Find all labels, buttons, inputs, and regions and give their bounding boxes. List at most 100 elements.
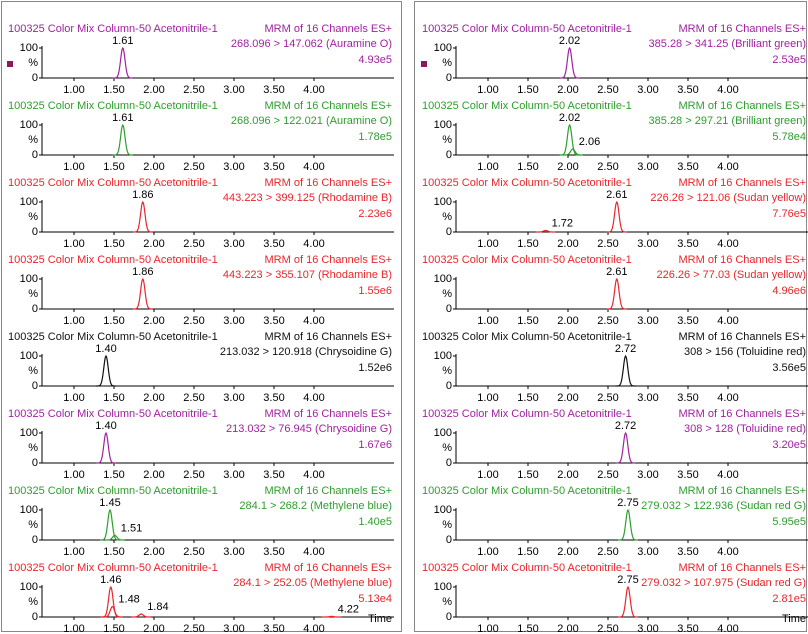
transition: 279.032 > 107.975 (Sudan red G) — [641, 577, 806, 589]
transition: 226.26 > 77.03 (Sudan yellow) — [656, 269, 806, 281]
y-tick-label: 0 — [446, 380, 452, 392]
x-tick-label: 1.50 — [517, 469, 538, 481]
y-tick-label: 0 — [32, 226, 38, 238]
y-tick-label: 100 — [20, 427, 38, 439]
x-tick-label: 4.00 — [717, 238, 738, 250]
function-name: MRM of 16 Channels ES+ — [265, 177, 392, 189]
x-tick-label: 4.00 — [303, 161, 324, 173]
x-tick-label: 3.50 — [677, 238, 698, 250]
function-name: MRM of 16 Channels ES+ — [679, 100, 806, 112]
x-tick-label: 3.00 — [223, 315, 244, 327]
x-tick-label: 3.50 — [263, 84, 284, 96]
x-tick-label: 3.50 — [677, 623, 698, 634]
x-tick-label: 4.00 — [303, 392, 324, 404]
x-tick-label: 3.50 — [263, 469, 284, 481]
x-tick-label: 4.00 — [717, 546, 738, 558]
y-unit: % — [28, 211, 38, 223]
peak — [112, 123, 133, 156]
peak-label: 1.61 — [112, 35, 133, 47]
x-tick-label: 3.50 — [263, 623, 284, 634]
transition: 308 > 156 (Toluidine red) — [684, 346, 806, 358]
x-tick-label: 2.00 — [143, 623, 164, 634]
x-tick-label: 1.50 — [517, 546, 538, 558]
peak-label: 1.40 — [95, 343, 116, 355]
x-tick-label: 2.50 — [597, 161, 618, 173]
y-unit: % — [442, 134, 452, 146]
y-unit: % — [442, 288, 452, 300]
x-tick-label: 1.00 — [477, 623, 498, 634]
x-tick-label: 2.00 — [143, 469, 164, 481]
intensity: 1.78e5 — [358, 131, 392, 143]
x-tick-label: 4.00 — [717, 84, 738, 96]
x-tick-label: 3.00 — [637, 161, 658, 173]
x-tick-label: 2.00 — [143, 161, 164, 173]
y-tick-label: 100 — [434, 504, 452, 516]
x-tick-label: 3.50 — [677, 392, 698, 404]
function-name: MRM of 16 Channels ES+ — [679, 254, 806, 266]
x-tick-label: 3.00 — [223, 546, 244, 558]
x-tick-label: 4.00 — [717, 469, 738, 481]
intensity: 2.81e5 — [772, 593, 806, 605]
x-tick-label: 1.50 — [103, 161, 124, 173]
y-tick-label: 100 — [20, 119, 38, 131]
x-tick-label: 2.00 — [557, 84, 578, 96]
peak-label: 1.72 — [552, 217, 573, 229]
y-tick-label: 0 — [32, 380, 38, 392]
peak — [606, 200, 627, 233]
marker — [7, 61, 13, 67]
x-tick-label: 1.00 — [477, 392, 498, 404]
x-tick-label: 3.00 — [223, 238, 244, 250]
y-tick-label: 100 — [20, 581, 38, 593]
sample-name: 100325 Color Mix Column-50 Acetonitrile-… — [422, 408, 632, 420]
x-tick-label: 1.50 — [517, 238, 538, 250]
peak-label: 1.86 — [132, 266, 153, 278]
x-tick-label: 3.50 — [677, 469, 698, 481]
x-tick-label: 2.50 — [183, 84, 204, 96]
peak-label: 2.72 — [615, 343, 636, 355]
x-tick-label: 1.00 — [477, 469, 498, 481]
x-tick-label: 3.50 — [263, 161, 284, 173]
x-tick-label: 1.00 — [477, 161, 498, 173]
transition: 279.032 > 122.936 (Sudan red G) — [641, 500, 806, 512]
function-name: MRM of 16 Channels ES+ — [265, 331, 392, 343]
x-tick-label: 2.50 — [183, 238, 204, 250]
peak — [535, 229, 556, 233]
x-tick-label: 4.00 — [303, 238, 324, 250]
x-tick-label: 3.50 — [263, 238, 284, 250]
function-name: MRM of 16 Channels ES+ — [265, 485, 392, 497]
peak — [559, 123, 580, 156]
x-tick-label: 2.00 — [557, 392, 578, 404]
y-unit: % — [28, 134, 38, 146]
y-tick-label: 0 — [32, 457, 38, 469]
x-tick-label: 3.00 — [637, 623, 658, 634]
intensity: 5.13e4 — [358, 593, 392, 605]
y-unit: % — [28, 519, 38, 531]
transition: 284.1 > 268.2 (Methylene blue) — [239, 500, 392, 512]
x-tick-label: 1.50 — [517, 392, 538, 404]
x-tick-label: 2.00 — [557, 238, 578, 250]
x-tick-label: 4.00 — [303, 84, 324, 96]
sample-name: 100325 Color Mix Column-50 Acetonitrile-… — [8, 254, 218, 266]
peak-label: 2.02 — [559, 112, 580, 124]
peak — [321, 615, 342, 618]
function-name: MRM of 16 Channels ES+ — [679, 177, 806, 189]
y-tick-label: 0 — [446, 303, 452, 315]
intensity: 1.55e6 — [358, 285, 392, 297]
x-tick-label: 2.00 — [143, 546, 164, 558]
y-unit: % — [442, 57, 452, 69]
x-tick-label: 1.00 — [477, 315, 498, 327]
sample-name: 100325 Color Mix Column-50 Acetonitrile-… — [8, 100, 218, 112]
x-tick-label: 1.00 — [63, 469, 84, 481]
x-axis-label: Time — [368, 613, 392, 625]
y-unit: % — [28, 288, 38, 300]
y-tick-label: 100 — [434, 350, 452, 362]
x-tick-label: 3.00 — [223, 469, 244, 481]
peak — [132, 277, 153, 310]
sample-name: 100325 Color Mix Column-50 Acetonitrile-… — [422, 331, 632, 343]
y-tick-label: 100 — [434, 196, 452, 208]
intensity: 1.40e5 — [358, 516, 392, 528]
x-tick-label: 2.00 — [557, 546, 578, 558]
x-tick-label: 2.50 — [183, 546, 204, 558]
x-tick-label: 2.50 — [183, 469, 204, 481]
function-name: MRM of 16 Channels ES+ — [679, 562, 806, 574]
